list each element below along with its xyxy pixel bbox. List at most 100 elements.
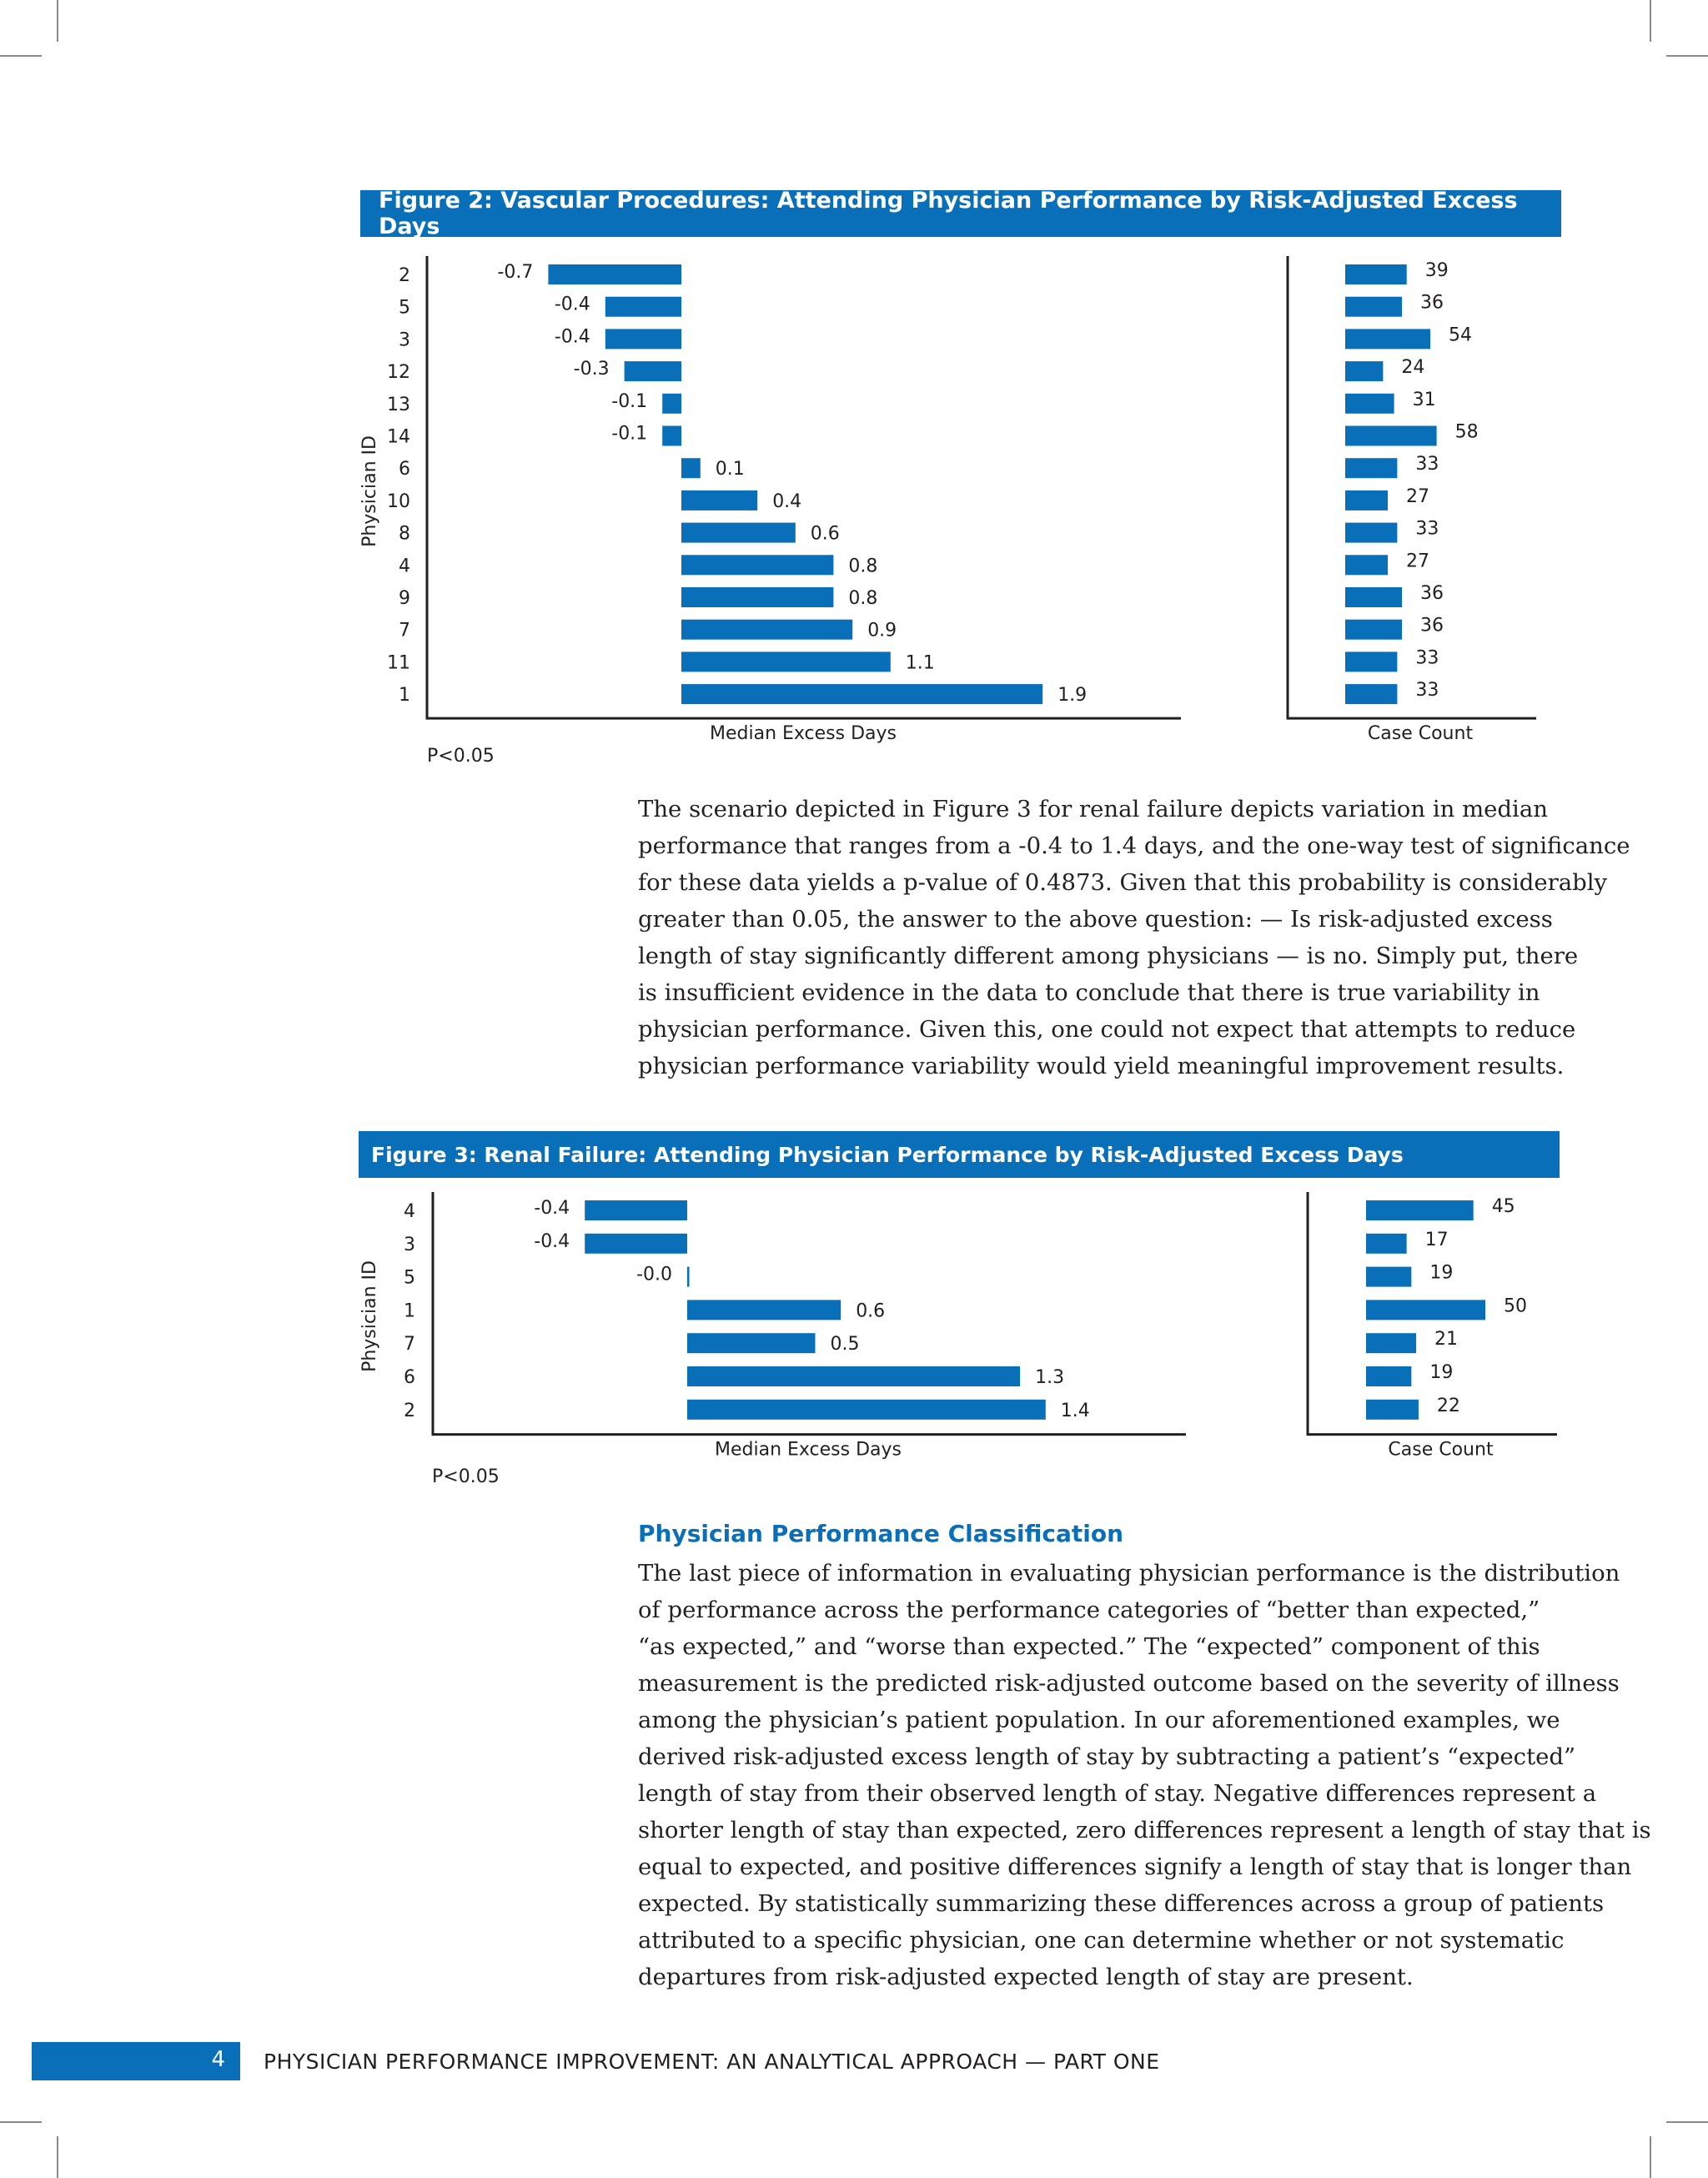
data-label: -0.1 xyxy=(611,391,647,412)
bar xyxy=(681,684,1043,705)
bar xyxy=(585,1233,687,1254)
case-count-label: 50 xyxy=(1504,1295,1527,1316)
case-count-label: 39 xyxy=(1425,260,1449,281)
bar xyxy=(681,490,758,511)
case-count-bar xyxy=(1345,458,1398,479)
bar xyxy=(681,587,834,607)
text-line: physician performance. Given this, one c… xyxy=(638,1016,1576,1043)
text-line: derived risk-adjusted excess length of s… xyxy=(638,1743,1576,1770)
case-count-bar xyxy=(1366,1200,1474,1220)
footer-page-bar: 4 xyxy=(32,2042,240,2080)
text-line: for these data yields a p-value of 0.487… xyxy=(638,869,1608,896)
case-count-label: 33 xyxy=(1415,454,1439,475)
data-label: -0.3 xyxy=(574,359,610,380)
page-number: 4 xyxy=(211,2047,225,2072)
bar xyxy=(662,393,681,414)
case-count-bar xyxy=(1345,490,1389,511)
case-count-bar xyxy=(1345,651,1398,672)
case-count-label: 33 xyxy=(1415,519,1439,540)
data-label: 0.6 xyxy=(856,1300,885,1321)
case-count-label: 22 xyxy=(1437,1396,1460,1416)
bar xyxy=(624,361,681,382)
case-count-label: 36 xyxy=(1420,293,1444,314)
data-label: 0.5 xyxy=(831,1334,860,1355)
data-label: 0.8 xyxy=(848,556,877,576)
case-count-label: 36 xyxy=(1420,583,1444,604)
crop-mark xyxy=(1666,2121,1708,2123)
case-count-bar xyxy=(1345,425,1437,446)
case-count-bar xyxy=(1345,555,1389,576)
x-axis xyxy=(431,1192,1186,1436)
crop-mark xyxy=(0,2121,42,2123)
data-label: -0.7 xyxy=(497,262,533,283)
text-line: shorter length of stay than expected, ze… xyxy=(638,1817,1651,1844)
text-line: of performance across the performance ca… xyxy=(638,1597,1540,1623)
bar xyxy=(681,651,891,672)
crop-mark xyxy=(57,2136,58,2178)
x-axis xyxy=(425,256,1181,720)
text-line: physician performance variability would … xyxy=(638,1053,1565,1079)
data-label: 0.8 xyxy=(848,588,877,609)
y-tick-label: 7 xyxy=(399,621,410,641)
text-line: is insufficient evidence in the data to … xyxy=(638,979,1540,1006)
section-heading: Physician Performance Classification xyxy=(638,1520,1123,1547)
data-label: -0.4 xyxy=(555,294,590,315)
y-tick-label: 4 xyxy=(399,556,410,576)
data-label: 1.9 xyxy=(1057,685,1087,706)
case-count-bar xyxy=(1366,1300,1485,1320)
y-tick-label: 7 xyxy=(404,1334,415,1355)
text-line: expected. By statistically summarizing t… xyxy=(638,1890,1605,1917)
crop-mark xyxy=(0,55,42,57)
bar xyxy=(605,296,681,317)
case-count-bar xyxy=(1366,1233,1407,1254)
text-line: departures from risk-adjusted expected l… xyxy=(638,1964,1414,1990)
case-count-label: 36 xyxy=(1420,616,1444,636)
case-count-label: 19 xyxy=(1429,1263,1453,1284)
data-label: -0.1 xyxy=(611,424,647,445)
case-count-bar xyxy=(1345,522,1398,543)
bar xyxy=(681,619,853,640)
y-tick-label: 2 xyxy=(404,1401,415,1421)
text-line: performance that ranges from a -0.4 to 1… xyxy=(638,832,1630,859)
data-label: 0.6 xyxy=(811,524,840,545)
y-tick-label: 5 xyxy=(399,298,410,319)
case-count-label: 31 xyxy=(1413,390,1436,410)
bar xyxy=(605,329,681,350)
y-tick-label: 1 xyxy=(399,685,410,706)
crop-mark xyxy=(1650,2136,1651,2178)
data-label: 1.3 xyxy=(1035,1367,1064,1388)
y-tick-label: 10 xyxy=(387,491,410,512)
text-line: length of stay significantly different a… xyxy=(638,943,1579,969)
data-label: -0.4 xyxy=(534,1231,570,1252)
text-line: The last piece of information in evaluat… xyxy=(638,1560,1620,1587)
case-count-bar xyxy=(1366,1266,1412,1287)
y-tick-label: 9 xyxy=(399,588,410,609)
text-line: greater than 0.05, the answer to the abo… xyxy=(638,906,1553,933)
case-count-label: 54 xyxy=(1449,324,1472,345)
case-count-label: 45 xyxy=(1492,1196,1515,1217)
text-line: among the physician’s patient population… xyxy=(638,1707,1560,1733)
bar xyxy=(687,1300,841,1320)
data-label: 0.4 xyxy=(772,491,801,512)
crop-mark xyxy=(1666,55,1708,57)
text-line: equal to expected, and positive differen… xyxy=(638,1854,1632,1880)
y-tick-label: 8 xyxy=(399,524,410,545)
data-label: 0.9 xyxy=(867,621,897,641)
y-axis-title: Physician ID xyxy=(359,1260,380,1372)
text-line: The scenario depicted in Figure 3 for re… xyxy=(638,796,1548,822)
crop-mark xyxy=(1650,0,1651,42)
bar xyxy=(662,425,681,446)
case-count-label: 24 xyxy=(1401,357,1424,378)
y-tick-label: 4 xyxy=(404,1201,415,1222)
y-tick-label: 2 xyxy=(399,265,410,286)
case-count-bar xyxy=(1345,361,1384,382)
text-line: “as expected,” and “worse than expected.… xyxy=(638,1633,1540,1660)
y-axis-title: Physician ID xyxy=(359,435,380,547)
y-tick-label: 3 xyxy=(399,329,410,350)
case-count-label: 21 xyxy=(1434,1329,1458,1350)
data-label: -0.4 xyxy=(534,1198,570,1219)
case-count-bar xyxy=(1366,1333,1417,1354)
case-count-axis xyxy=(1306,1192,1557,1436)
bar xyxy=(687,1366,1021,1386)
case-count-label: 58 xyxy=(1455,422,1479,443)
